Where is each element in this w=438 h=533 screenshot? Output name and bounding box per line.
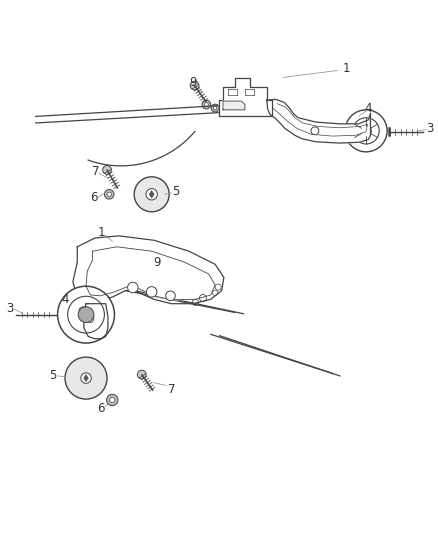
Circle shape <box>57 286 114 343</box>
Circle shape <box>165 291 175 301</box>
Circle shape <box>138 259 147 268</box>
Circle shape <box>127 282 138 293</box>
Text: 9: 9 <box>153 256 161 269</box>
Text: 3: 3 <box>425 122 432 135</box>
Polygon shape <box>86 247 215 300</box>
Polygon shape <box>73 236 223 304</box>
Circle shape <box>102 166 111 174</box>
Polygon shape <box>84 304 108 338</box>
Circle shape <box>137 370 146 379</box>
Circle shape <box>201 100 210 109</box>
Circle shape <box>65 357 107 399</box>
Text: 4: 4 <box>62 293 69 306</box>
Text: 1: 1 <box>97 226 105 239</box>
Text: 1: 1 <box>342 62 350 75</box>
Text: 7: 7 <box>167 383 175 395</box>
Circle shape <box>344 110 386 152</box>
Circle shape <box>146 287 156 297</box>
Circle shape <box>134 177 169 212</box>
Circle shape <box>78 307 94 322</box>
Text: 6: 6 <box>90 191 97 204</box>
Circle shape <box>310 127 318 135</box>
Circle shape <box>110 398 115 402</box>
Polygon shape <box>219 78 272 116</box>
Circle shape <box>146 189 157 200</box>
Circle shape <box>213 106 216 110</box>
Text: 9: 9 <box>189 76 197 89</box>
Polygon shape <box>223 101 244 110</box>
Polygon shape <box>266 99 370 143</box>
Text: 7: 7 <box>92 165 99 177</box>
Circle shape <box>211 104 219 112</box>
Circle shape <box>106 394 118 406</box>
Polygon shape <box>84 374 88 382</box>
Circle shape <box>107 192 111 197</box>
Text: 6: 6 <box>96 402 104 415</box>
Polygon shape <box>149 190 154 198</box>
Text: 5: 5 <box>172 185 179 198</box>
Text: 4: 4 <box>364 102 371 116</box>
Circle shape <box>190 81 198 90</box>
Text: 3: 3 <box>6 302 13 314</box>
Circle shape <box>81 373 91 383</box>
Text: 5: 5 <box>49 368 56 382</box>
Circle shape <box>104 189 114 199</box>
Circle shape <box>204 103 208 107</box>
Circle shape <box>360 126 371 136</box>
